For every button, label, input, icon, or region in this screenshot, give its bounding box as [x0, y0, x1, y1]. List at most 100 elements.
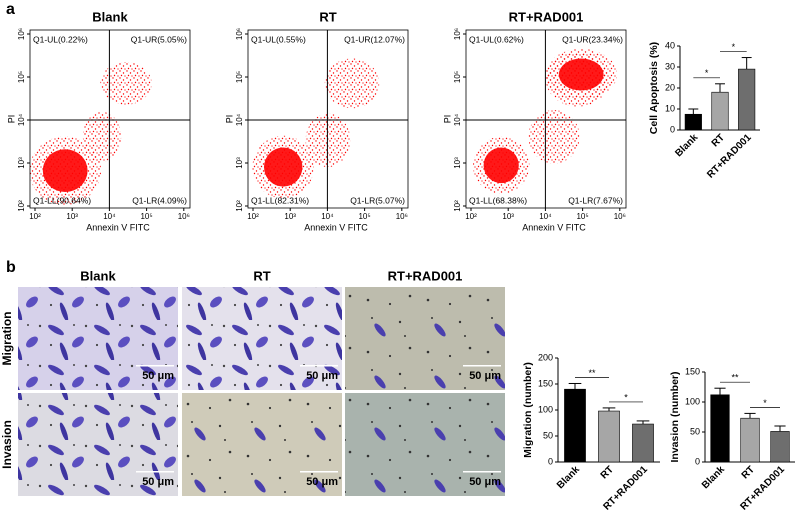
scale-bar [136, 365, 174, 367]
chart-title: RT+RAD001 [509, 9, 584, 24]
significance-label: ** [731, 373, 739, 383]
quadrant-label: Q1-LL(82.31%) [251, 195, 309, 205]
bar [564, 388, 586, 463]
y-tick-label: 50 [543, 430, 553, 440]
quadrant-label: Q1-UR(5.05%) [131, 34, 187, 44]
scale-bar-label: 50 μm [469, 370, 501, 382]
y-tick-label: 10⁶ [17, 28, 26, 40]
bar [711, 91, 729, 131]
x-tick-label: 10⁵ [140, 212, 152, 221]
y-tick-label: 10³ [235, 157, 244, 169]
y-tick-label: 10⁶ [235, 28, 244, 40]
x-tick-label: 10³ [502, 212, 514, 221]
x-axis-label: Annexin V FITC [522, 222, 586, 232]
x-tick-label: Blank [700, 464, 727, 491]
scale-bar-label: 50 μm [142, 370, 174, 382]
x-tick-label: Blank [555, 464, 582, 491]
y-tick-label: 10⁵ [235, 71, 244, 83]
bar [740, 417, 760, 463]
x-tick-label: 10⁶ [178, 212, 190, 221]
y-axis-label: Cell Apoptosis (%) [648, 42, 660, 134]
x-tick-label: 10⁴ [103, 212, 116, 221]
micrograph-cells [345, 393, 505, 496]
x-tick-label: 10⁵ [576, 212, 588, 221]
scatter-cloud [305, 113, 351, 168]
quadrant-label: Q1-UL(0.22%) [33, 34, 88, 44]
chart-title: RT [319, 9, 336, 24]
y-tick-label: 100 [538, 404, 553, 414]
x-tick-label: 10⁴ [539, 212, 552, 221]
y-tick-label: 10⁶ [453, 28, 462, 40]
significance-label: * [705, 68, 709, 78]
y-tick-label: 0 [548, 456, 553, 466]
y-tick-label: 0 [695, 456, 700, 466]
y-tick-label: 10³ [453, 157, 462, 169]
bar [598, 410, 620, 463]
y-tick-label: 10² [17, 200, 26, 212]
scatter-cloud [100, 62, 152, 105]
x-tick-label: 10² [465, 212, 477, 221]
y-tick-label: 200 [538, 352, 553, 362]
quadrant-label: Q1-UL(0.62%) [469, 34, 524, 44]
x-axis-label: Annexin V FITC [86, 222, 150, 232]
scale-bar-label: 50 μm [306, 370, 338, 382]
micrograph-cells [18, 393, 178, 496]
y-tick-label: 150 [685, 366, 700, 376]
significance-label: * [732, 42, 736, 52]
y-tick-label: 0 [670, 124, 675, 134]
x-tick-label: 10² [247, 212, 259, 221]
quadrant-label: Q1-UR(12.07%) [344, 34, 405, 44]
row-label: Migration [0, 312, 14, 366]
y-tick-label: 10⁴ [453, 113, 462, 126]
column-title: RT [253, 268, 270, 283]
y-tick-label: 40 [665, 40, 675, 50]
y-tick-label: 150 [538, 378, 553, 388]
significance-label: * [763, 398, 767, 408]
x-tick-label: 10⁶ [396, 212, 408, 221]
quadrant-label: Q1-LL(90.64%) [33, 195, 91, 205]
bar [770, 431, 790, 463]
panel-label: b [6, 259, 16, 276]
micrograph-cells [182, 393, 342, 496]
scale-bar [463, 471, 501, 473]
bar [684, 113, 702, 131]
plot-frame [247, 29, 409, 209]
y-tick-label: 10 [665, 103, 675, 113]
y-tick-label: 10³ [17, 157, 26, 169]
x-tick-label: RT [599, 464, 616, 481]
quadrant-label: Q1-LL(68.38%) [469, 195, 527, 205]
scale-bar [300, 365, 338, 367]
y-axis-label: PI [442, 115, 452, 124]
x-tick-label: Blank [673, 132, 700, 159]
y-tick-label: 100 [685, 396, 700, 406]
plot-frame [465, 29, 627, 209]
scale-bar-label: 50 μm [469, 476, 501, 488]
micrograph-cells [345, 287, 505, 390]
y-tick-label: 10² [235, 200, 244, 212]
quadrant-label: Q1-LR(4.09%) [132, 195, 187, 205]
significance-label: * [624, 392, 628, 402]
scatter-cloud [546, 53, 610, 107]
x-tick-label: RT [740, 464, 757, 481]
scatter-cloud [252, 135, 314, 199]
chart-title: Blank [92, 9, 128, 24]
micrograph-cells [182, 287, 342, 390]
y-axis-label: Invasion (number) [669, 371, 681, 462]
panel-label: a [6, 1, 15, 18]
micrograph-cells [18, 287, 178, 390]
y-tick-label: 10⁵ [453, 71, 462, 83]
x-tick-label: 10³ [284, 212, 296, 221]
scatter-cloud [29, 136, 102, 205]
y-axis-label: PI [6, 115, 16, 124]
x-tick-label: 10⁴ [321, 212, 334, 221]
scale-bar [136, 471, 174, 473]
x-axis-label: Annexin V FITC [304, 222, 368, 232]
scale-bar [300, 471, 338, 473]
bar [710, 394, 730, 463]
y-tick-label: 10⁴ [17, 113, 26, 126]
quadrant-label: Q1-LR(7.67%) [568, 195, 623, 205]
y-axis-label: PI [224, 115, 234, 124]
x-tick-label: 10³ [66, 212, 78, 221]
quadrant-label: Q1-UL(0.55%) [251, 34, 306, 44]
